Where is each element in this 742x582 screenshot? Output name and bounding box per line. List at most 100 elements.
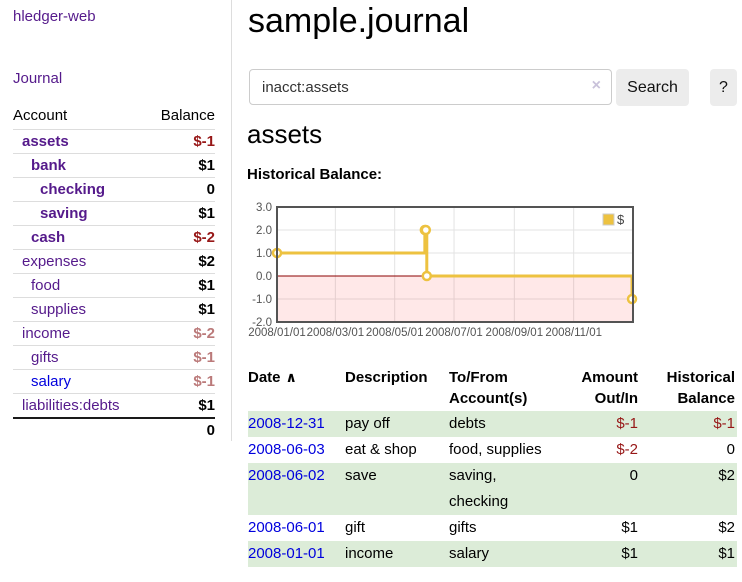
sidebar-account-bank[interactable]: bank	[31, 156, 67, 174]
transaction-balance: $2	[640, 463, 737, 515]
data-point-marker	[420, 224, 432, 236]
sidebar-account-checking[interactable]: checking	[40, 180, 106, 198]
accounts-total-balance: 0	[206, 421, 215, 439]
sidebar-account-salary[interactable]: salary	[31, 372, 72, 390]
account-row: checking 0	[13, 177, 215, 201]
plot-border	[276, 206, 634, 323]
account-balance: 0	[206, 180, 215, 198]
search-form: ×	[249, 69, 612, 106]
transaction-account: saving, checking	[449, 463, 575, 515]
account-balance: $-1	[193, 348, 215, 366]
transaction-description: save	[345, 463, 449, 515]
x-axis-tick-label: 2008/03/01	[307, 327, 365, 339]
sidebar-account-cash[interactable]: cash	[31, 228, 66, 246]
account-heading: assets	[247, 119, 323, 149]
account-row: expenses $2	[13, 249, 215, 273]
transactions-table: Date ∧ Description To/From Account(s) Amo…	[248, 363, 737, 567]
transaction-amount: $1	[575, 541, 640, 567]
transaction-amount: $1	[621, 519, 638, 536]
transaction-date-link[interactable]: 2008-06-01	[248, 519, 325, 536]
y-axis-tick-label: -2.0	[252, 317, 272, 329]
account-balance: $1	[198, 396, 215, 414]
x-axis-tick-label: 2008/05/01	[366, 327, 424, 339]
account-row: salary $-1	[13, 369, 215, 393]
account-row: gifts $-1	[13, 345, 215, 369]
accounts-total-row: 0	[13, 417, 215, 442]
search-button[interactable]: Search	[616, 69, 689, 106]
transaction-amount: $-1	[575, 411, 640, 437]
transaction-date-link[interactable]: 2008-01-01	[248, 545, 325, 562]
transaction-date-link[interactable]: 2008-12-31	[248, 415, 325, 432]
sort-ascending-icon: ∧	[285, 369, 297, 385]
x-axis-tick-label: 2008/07/01	[425, 327, 483, 339]
transaction-description: eat & shop	[345, 441, 417, 458]
transaction-description: pay off	[345, 411, 449, 437]
account-balance: $-1	[193, 372, 215, 390]
transaction-row: 2008-06-03 eat & shop food, supplies $-2…	[248, 437, 737, 463]
sidebar-divider	[231, 0, 232, 441]
account-balance: $-2	[193, 324, 215, 342]
account-row: bank $1	[13, 153, 215, 177]
transaction-balance: 0	[726, 441, 735, 458]
transaction-description: gift	[345, 519, 366, 536]
account-balance: $-2	[193, 228, 215, 246]
y-axis-tick-label: 0.0	[256, 271, 272, 283]
transaction-row: 2008-06-01 gift gifts $1 $2	[248, 515, 737, 541]
accounts-col-account: Account	[13, 107, 68, 125]
transaction-date-link[interactable]: 2008-06-03	[248, 441, 325, 458]
transaction-account: debts	[449, 411, 575, 437]
transaction-balance: $1	[640, 541, 737, 567]
accounts-header-row: Account Balance	[13, 103, 215, 129]
account-balance: $1	[198, 156, 215, 174]
transaction-row: 2008-06-02 save saving, checking 0 $2	[248, 463, 737, 515]
sidebar-account-assets[interactable]: assets	[22, 132, 69, 150]
x-axis-tick-label: 2008/01/01	[248, 327, 306, 339]
transaction-account: gifts	[449, 519, 477, 536]
transaction-description: income	[345, 541, 449, 567]
transaction-date-link[interactable]: 2008-06-02	[248, 467, 325, 484]
transactions-header-row: Date ∧ Description To/From Account(s) Amo…	[248, 363, 737, 411]
account-row: saving $1	[13, 201, 215, 225]
negative-region	[277, 276, 633, 322]
account-row: liabilities:debts $1	[13, 393, 215, 418]
y-axis-tick-label: 2.0	[256, 225, 272, 237]
chart-title: Historical Balance:	[247, 166, 383, 183]
data-point-marker	[421, 270, 433, 282]
col-balance: Historical Balance	[666, 369, 735, 407]
account-row: food $1	[13, 273, 215, 297]
y-axis-tick-label: -1.0	[252, 294, 272, 306]
app-title-link[interactable]: hledger-web	[13, 8, 96, 25]
y-axis-tick-label: 1.0	[256, 248, 272, 260]
account-balance: $1	[198, 276, 215, 294]
transaction-row: 2008-01-01 income salary $1 $1	[248, 541, 737, 567]
accounts-table: Account Balance assets $-1 bank $1 checkin…	[13, 103, 215, 442]
account-row: assets $-1	[13, 129, 215, 153]
page-title: sample.journal	[248, 2, 470, 40]
x-axis-tick-label: 2008/11/01	[545, 327, 602, 339]
account-row: income $-2	[13, 321, 215, 345]
account-balance: $2	[198, 252, 215, 270]
transaction-account: food, supplies	[449, 441, 542, 458]
sidebar-account-liabilities-debts[interactable]: liabilities:debts	[22, 396, 120, 414]
col-date[interactable]: Date ∧	[248, 369, 297, 386]
clear-search-icon[interactable]: ×	[591, 77, 601, 94]
sidebar-account-gifts[interactable]: gifts	[31, 348, 59, 366]
transaction-amount: 0	[575, 463, 640, 515]
sidebar-account-food[interactable]: food	[31, 276, 61, 294]
transaction-balance: $-1	[640, 411, 737, 437]
sidebar-account-supplies[interactable]: supplies	[31, 300, 87, 318]
nav-journal-link[interactable]: Journal	[13, 70, 63, 87]
x-axis-tick-label: 2008/09/01	[486, 327, 544, 339]
search-input[interactable]	[249, 69, 612, 105]
account-row: cash $-2	[13, 225, 215, 249]
sidebar-account-expenses[interactable]: expenses	[22, 252, 87, 270]
help-button[interactable]: ?	[710, 69, 737, 106]
col-account: To/From Account(s)	[449, 369, 528, 407]
sidebar-account-saving[interactable]: saving	[40, 204, 88, 222]
account-row: supplies $1	[13, 297, 215, 321]
sidebar-account-income[interactable]: income	[22, 324, 71, 342]
col-description: Description	[345, 369, 428, 386]
account-balance: $-1	[193, 132, 215, 150]
